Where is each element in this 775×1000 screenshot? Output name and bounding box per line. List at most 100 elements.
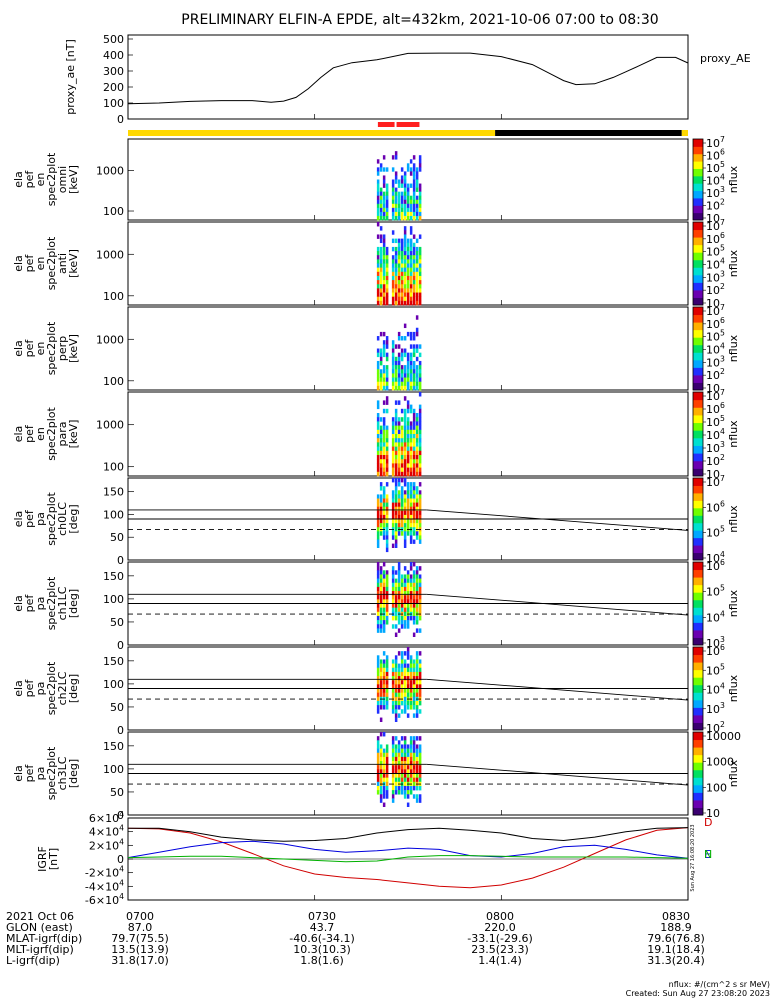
spectrogram-cell	[397, 494, 401, 499]
spectrogram-cell	[403, 183, 407, 188]
colorbar-segment	[693, 714, 703, 723]
spectrogram-cell	[394, 531, 398, 536]
colorbar-segment	[693, 584, 703, 593]
spectrogram-cell	[376, 744, 380, 749]
spectrogram-cell	[394, 215, 398, 221]
spectrogram-cell	[409, 259, 413, 264]
spectrogram-cell	[394, 769, 398, 774]
units-note: nflux: #/(cm^2 s sr MeV)	[669, 980, 770, 989]
spectrogram-cell	[379, 163, 383, 168]
spectrogram-cell	[382, 680, 386, 685]
spectrogram-cell	[394, 599, 398, 604]
spectrogram-cell	[394, 676, 398, 681]
spectrogram-cell	[412, 591, 416, 596]
spectrogram-cell	[382, 429, 386, 435]
spectrogram-cell	[376, 417, 380, 422]
spectrogram-cell	[406, 331, 410, 337]
colorbar-tick-label: 107	[706, 218, 725, 233]
panel-ela_pef_pa_spec2plot_ch2LC: elapefpaspec2plotch2LC[deg]0501001501021…	[12, 643, 740, 737]
spectrogram-cell	[385, 425, 389, 431]
spectrogram-cell	[379, 700, 383, 706]
spectrogram-cell	[397, 377, 401, 382]
spectrogram-cell	[391, 471, 395, 477]
spectrogram-cell	[382, 510, 386, 516]
colorbar-tick-label: 106	[706, 148, 725, 163]
spectrogram-cell	[403, 211, 407, 217]
y-axis-label: elapefenspec2plotperp[keV]	[12, 321, 80, 375]
spectrogram-cell	[391, 356, 395, 362]
spectrogram-cell	[397, 756, 401, 762]
spectrogram-cell	[397, 369, 401, 374]
colorbar-segment	[693, 205, 703, 214]
spectrogram-cell	[415, 620, 419, 625]
spectrogram-cell	[409, 490, 413, 495]
spectrogram-cell	[418, 761, 422, 766]
spectrogram-cell	[385, 756, 389, 762]
spectrogram-cell	[385, 203, 389, 209]
spectrogram-cell	[415, 195, 419, 201]
spectrogram-cell	[379, 620, 383, 625]
spectrogram-cell	[382, 514, 386, 520]
spectrogram-cell	[415, 267, 419, 273]
spectrogram-cell	[409, 603, 413, 608]
spectrogram-cell	[397, 263, 401, 268]
spectrogram-cell	[397, 748, 401, 754]
spectrogram-cell	[412, 199, 416, 205]
spectrogram-cell	[415, 671, 419, 677]
spectrogram-cell	[403, 498, 407, 503]
spectrogram-cell	[376, 446, 380, 452]
spectrogram-cell	[403, 280, 407, 285]
spectrogram-cell	[382, 365, 386, 370]
spectrogram-cell	[415, 494, 419, 499]
spectrogram-cell	[415, 688, 419, 693]
igrf-series-total	[128, 827, 689, 842]
spectrogram-cell	[379, 425, 383, 431]
spectrogram-cell	[379, 523, 383, 528]
spectrogram-cell	[391, 187, 395, 192]
spectrogram-cell	[379, 360, 383, 366]
spectrogram-cell	[403, 385, 407, 391]
spectrogram-cell	[418, 211, 422, 217]
spectrogram-cell	[406, 490, 410, 495]
spectrogram-cell	[394, 199, 398, 205]
spectrogram-cell	[379, 348, 383, 353]
spectrogram-cell	[409, 574, 413, 579]
spectrogram-cell	[379, 498, 383, 503]
spectrogram-cell	[403, 179, 407, 184]
spectrogram-cell	[376, 251, 380, 256]
spectrogram-cell	[400, 463, 404, 468]
spectrogram-cell	[382, 777, 386, 783]
spectrogram-cell	[385, 595, 389, 600]
spectrogram-cell	[415, 603, 419, 608]
spectrogram-cell	[418, 574, 422, 579]
spectrogram-cell	[376, 467, 380, 473]
colorbar-segment	[693, 500, 703, 509]
spectrogram-cell	[400, 425, 404, 431]
spectrogram-cell	[418, 514, 422, 520]
colorbar-frame	[692, 138, 704, 221]
spectrogram-cell	[415, 748, 419, 754]
spectrogram-cell	[391, 570, 395, 575]
spectrogram-cell	[415, 377, 419, 382]
spectrogram-cell	[379, 381, 383, 387]
spectrogram-cell	[412, 242, 416, 248]
panel-ela_pef_en_spec2plot_perp: elapefenspec2plotperp[keV]10010001010210…	[12, 303, 740, 395]
spectrogram-cell	[403, 744, 407, 749]
spectrogram-cell	[379, 566, 383, 571]
spectrogram-cell	[418, 267, 422, 273]
spectrogram-cell	[385, 267, 389, 273]
colorbar-tick-label: 1000	[706, 756, 734, 769]
spectrogram-cell	[418, 785, 422, 791]
spectrogram-cell	[409, 582, 413, 588]
spectrogram-cell	[412, 280, 416, 285]
spectrogram-cell	[394, 663, 398, 669]
spectrogram-cell	[391, 794, 395, 799]
spectrogram-cell	[400, 736, 404, 741]
spectrogram-cell	[400, 167, 404, 172]
spectrogram-cell	[379, 494, 383, 499]
spectrogram-cell	[409, 230, 413, 235]
spectrogram-cell	[406, 671, 410, 677]
colorbar-segment	[693, 407, 703, 416]
spectrogram-cell	[409, 446, 413, 452]
spectrogram-cell	[418, 748, 422, 754]
